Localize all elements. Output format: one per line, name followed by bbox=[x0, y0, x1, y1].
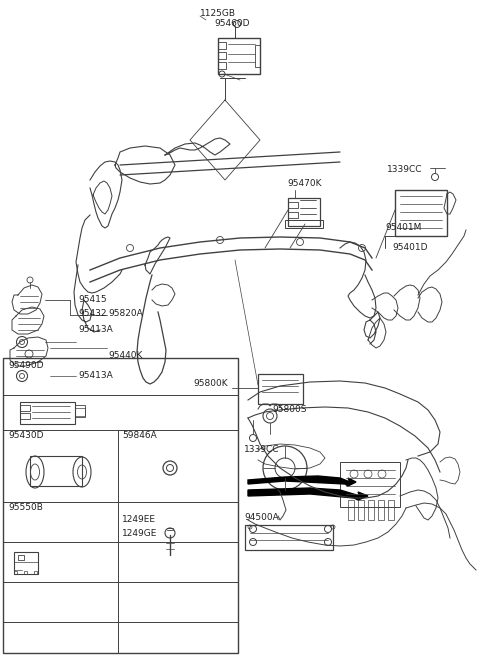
Text: 95413A: 95413A bbox=[78, 370, 113, 380]
Text: 1249EE: 1249EE bbox=[122, 515, 156, 524]
Text: 95430D: 95430D bbox=[8, 432, 44, 440]
Text: 95432: 95432 bbox=[78, 309, 107, 318]
Text: 95470K: 95470K bbox=[287, 178, 322, 188]
Bar bbox=[14, 552, 38, 574]
Text: 95800S: 95800S bbox=[272, 405, 307, 415]
Polygon shape bbox=[248, 476, 356, 486]
Bar bbox=[20, 402, 75, 424]
Bar bbox=[20, 413, 30, 419]
Bar bbox=[18, 555, 24, 560]
Bar bbox=[34, 571, 37, 574]
Bar bbox=[218, 62, 226, 69]
Bar bbox=[358, 500, 364, 520]
Text: 95490D: 95490D bbox=[8, 361, 44, 370]
Bar bbox=[245, 525, 333, 550]
Text: 1339CC: 1339CC bbox=[244, 445, 279, 455]
Text: 1125GB: 1125GB bbox=[200, 9, 236, 18]
Text: 95413A: 95413A bbox=[78, 324, 113, 334]
Bar bbox=[378, 500, 384, 520]
Bar bbox=[255, 45, 260, 67]
Text: 95820A: 95820A bbox=[108, 309, 143, 318]
Text: 95800K: 95800K bbox=[193, 378, 228, 388]
Bar bbox=[388, 500, 394, 520]
Bar bbox=[285, 220, 323, 228]
Text: 1339CC: 1339CC bbox=[387, 166, 422, 174]
Bar bbox=[75, 405, 85, 417]
Text: 94500A: 94500A bbox=[244, 513, 279, 522]
Bar bbox=[218, 52, 226, 59]
Polygon shape bbox=[248, 488, 368, 500]
Bar bbox=[14, 571, 17, 574]
Bar bbox=[20, 405, 30, 411]
Text: 95460D: 95460D bbox=[214, 20, 250, 28]
Bar bbox=[368, 500, 374, 520]
Bar bbox=[30, 456, 82, 486]
Bar bbox=[258, 374, 303, 404]
Text: 95401D: 95401D bbox=[392, 243, 428, 253]
Bar bbox=[218, 38, 260, 74]
Bar bbox=[288, 198, 320, 226]
Bar bbox=[288, 202, 298, 208]
Bar bbox=[395, 190, 447, 236]
Bar bbox=[288, 212, 298, 218]
Bar bbox=[348, 500, 354, 520]
Text: 1249GE: 1249GE bbox=[122, 528, 157, 538]
Bar bbox=[3, 358, 238, 653]
Text: 59846A: 59846A bbox=[122, 432, 157, 440]
Text: 95401M: 95401M bbox=[385, 224, 421, 232]
Text: 95440K: 95440K bbox=[108, 351, 143, 361]
Bar bbox=[218, 42, 226, 49]
Bar bbox=[24, 571, 27, 574]
Bar bbox=[340, 462, 400, 507]
Text: 95415: 95415 bbox=[78, 295, 107, 305]
Text: 95550B: 95550B bbox=[8, 503, 43, 511]
Bar bbox=[75, 408, 85, 416]
